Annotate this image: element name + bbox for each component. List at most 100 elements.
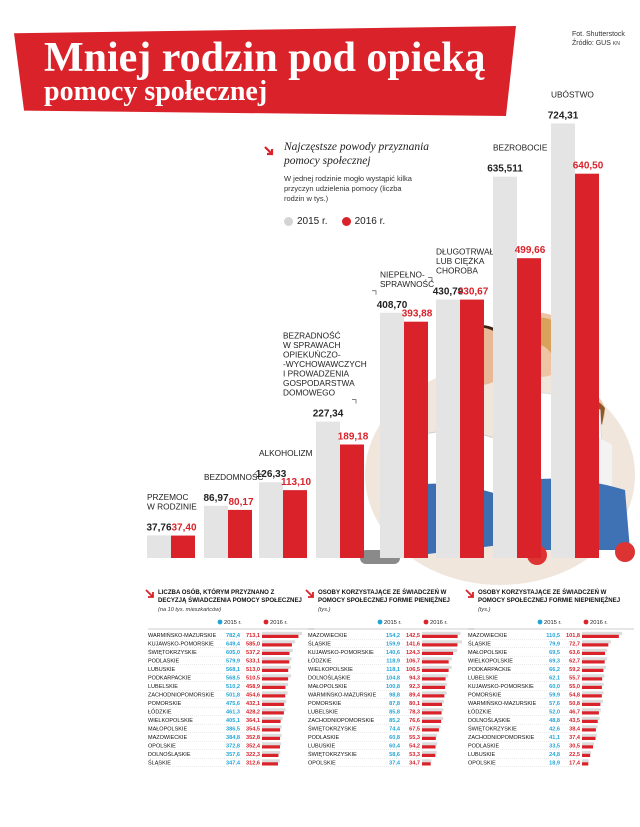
table-bar-2016 — [582, 685, 602, 689]
table-bar-2015 — [262, 657, 292, 661]
table-bar-2016 — [582, 660, 605, 664]
table-value-2016: 55,3 — [409, 735, 420, 741]
legend-2016-swatch — [341, 217, 351, 226]
table-region-label: WARMIŃSKO-MAZURSKIE — [148, 632, 217, 639]
table-bar-2016 — [262, 728, 281, 732]
table-bar-2016 — [422, 745, 436, 749]
bar-2016 — [283, 490, 307, 558]
value-label-2016: 113,10 — [281, 477, 311, 488]
table-bar-2015 — [582, 648, 608, 652]
table-region-label: POMORSKIE — [468, 693, 502, 699]
table-value-2016: 80,1 — [409, 701, 420, 707]
table-bar-2015 — [422, 640, 462, 644]
table-value-2016: 142,5 — [406, 633, 420, 639]
table-value-2015: 18,9 — [549, 761, 560, 767]
table-value-2016: 55,0 — [569, 684, 580, 690]
table-region-label: DOLNOŚLĄSKIE — [468, 716, 511, 724]
arrow-down-right-icon — [145, 589, 154, 598]
table-bar-2016 — [262, 651, 290, 655]
table-region-label: MAZOWIECKIE — [468, 633, 507, 639]
table-bar-2015 — [262, 725, 282, 729]
table-value-2016: 312,6 — [246, 761, 260, 767]
bar-2015 — [493, 176, 517, 558]
table-bar-2015 — [262, 631, 302, 635]
table-bar-2015 — [582, 733, 597, 737]
bar-2016 — [575, 173, 599, 558]
value-label-2016: 37,40 — [171, 523, 196, 534]
table-value-2015: 118,1 — [386, 667, 400, 673]
table-region-label: PODLASKIE — [308, 735, 340, 741]
bar-2016 — [460, 299, 484, 558]
category-label: BEZDOMNOŚĆ — [204, 471, 263, 482]
category-label: BEZRADNOŚĆ W SPRAWACH OPIEKUŃCZO--WYCHOWAW… — [283, 330, 367, 398]
table-value-2015: 140,6 — [386, 650, 400, 656]
table-value-2016: 54,2 — [409, 744, 420, 750]
table-bar-2015 — [422, 682, 448, 686]
table-bar-2015 — [422, 699, 444, 703]
table-subtitle: (tys.) — [318, 607, 331, 613]
table-bar-2015 — [422, 631, 461, 635]
table-region-label: OPOLSKIE — [148, 744, 176, 750]
table-value-2015: 568,1 — [226, 667, 240, 673]
main-chart-note: W jednej rodzinie mogło wystąpić kilka p… — [284, 174, 412, 203]
table-value-2015: 33,5 — [549, 744, 560, 750]
table-value-2015: 475,6 — [226, 701, 240, 707]
table-value-2016: 458,9 — [246, 684, 260, 690]
table-value-2015: 24,8 — [549, 752, 560, 758]
table-value-2015: 60,4 — [389, 744, 401, 750]
bar-2015 — [316, 421, 340, 558]
table-region-label: ŚWIĘTOKRZYSKIE — [308, 725, 357, 733]
table-bar-2016 — [262, 711, 284, 715]
table-value-2015: 461,3 — [226, 710, 240, 716]
table-region-label: DOLNOŚLĄSKIE — [308, 674, 351, 682]
table-bar-2016 — [582, 745, 594, 749]
table-value-2015: 501,8 — [226, 693, 240, 699]
table-value-2016: 46,7 — [569, 710, 580, 716]
table-bar-2016 — [262, 643, 292, 647]
legend-2016-swatch — [583, 619, 589, 625]
bar-2015 — [380, 312, 404, 558]
table-value-2015: 60,0 — [549, 684, 560, 690]
table-value-2015: 69,5 — [549, 650, 560, 656]
table-bar-2016 — [422, 719, 442, 723]
value-label-2016: 640,50 — [573, 161, 604, 172]
table-value-2016: 94,3 — [409, 676, 420, 682]
table-region-label: OPOLSKIE — [308, 761, 336, 767]
table-subtitle: (tys.) — [478, 607, 491, 613]
table-region-label: MAŁOPOLSKIE — [148, 727, 187, 733]
table-value-2015: 510,2 — [226, 684, 240, 690]
table-bar-2016 — [262, 762, 278, 766]
table-region-label: ŚLĄSKIE — [468, 640, 491, 648]
table-bar-2016 — [422, 668, 449, 672]
title-banner — [14, 26, 516, 116]
table-value-2016: 43,5 — [569, 718, 580, 724]
table-bar-2015 — [582, 631, 622, 635]
legend-2015-swatch — [377, 619, 383, 625]
legend-2015-label: 2015 r. — [544, 620, 562, 626]
table-value-2015: 118,9 — [386, 659, 400, 665]
table-value-2015: 74,4 — [389, 727, 401, 733]
table-bar-2016 — [422, 677, 446, 681]
table-value-2016: 55,7 — [569, 676, 580, 682]
table-value-2015: 85,8 — [389, 710, 400, 716]
table-bar-2015 — [422, 691, 447, 695]
table-value-2015: 85,2 — [389, 718, 400, 724]
table-bar-2016 — [262, 736, 281, 740]
bar-2015 — [204, 505, 228, 558]
table-value-2016: 22,5 — [569, 752, 580, 758]
table-region-label: ŁÓDZKIE — [148, 709, 172, 716]
table-bar-2016 — [262, 719, 281, 723]
table-value-2016: 713,1 — [246, 633, 260, 639]
table-region-label: MAZOWIECKIE — [308, 633, 347, 639]
table-value-2015: 52,0 — [549, 710, 560, 716]
label-connector — [352, 399, 357, 404]
table-value-2015: 110,5 — [546, 633, 560, 639]
table-value-2016: 72,7 — [569, 642, 580, 648]
table-bar-2015 — [262, 716, 283, 720]
table-value-2015: 386,5 — [226, 727, 240, 733]
table-bar-2016 — [422, 643, 458, 647]
legend-2016-swatch — [423, 619, 429, 625]
table-region-label: ŚWIĘTOKRZYSKIE — [468, 725, 517, 733]
table-region-label: ŚWIĘTOKRZYSKIE — [308, 750, 357, 758]
value-label-2015: 37,76 — [146, 522, 171, 533]
